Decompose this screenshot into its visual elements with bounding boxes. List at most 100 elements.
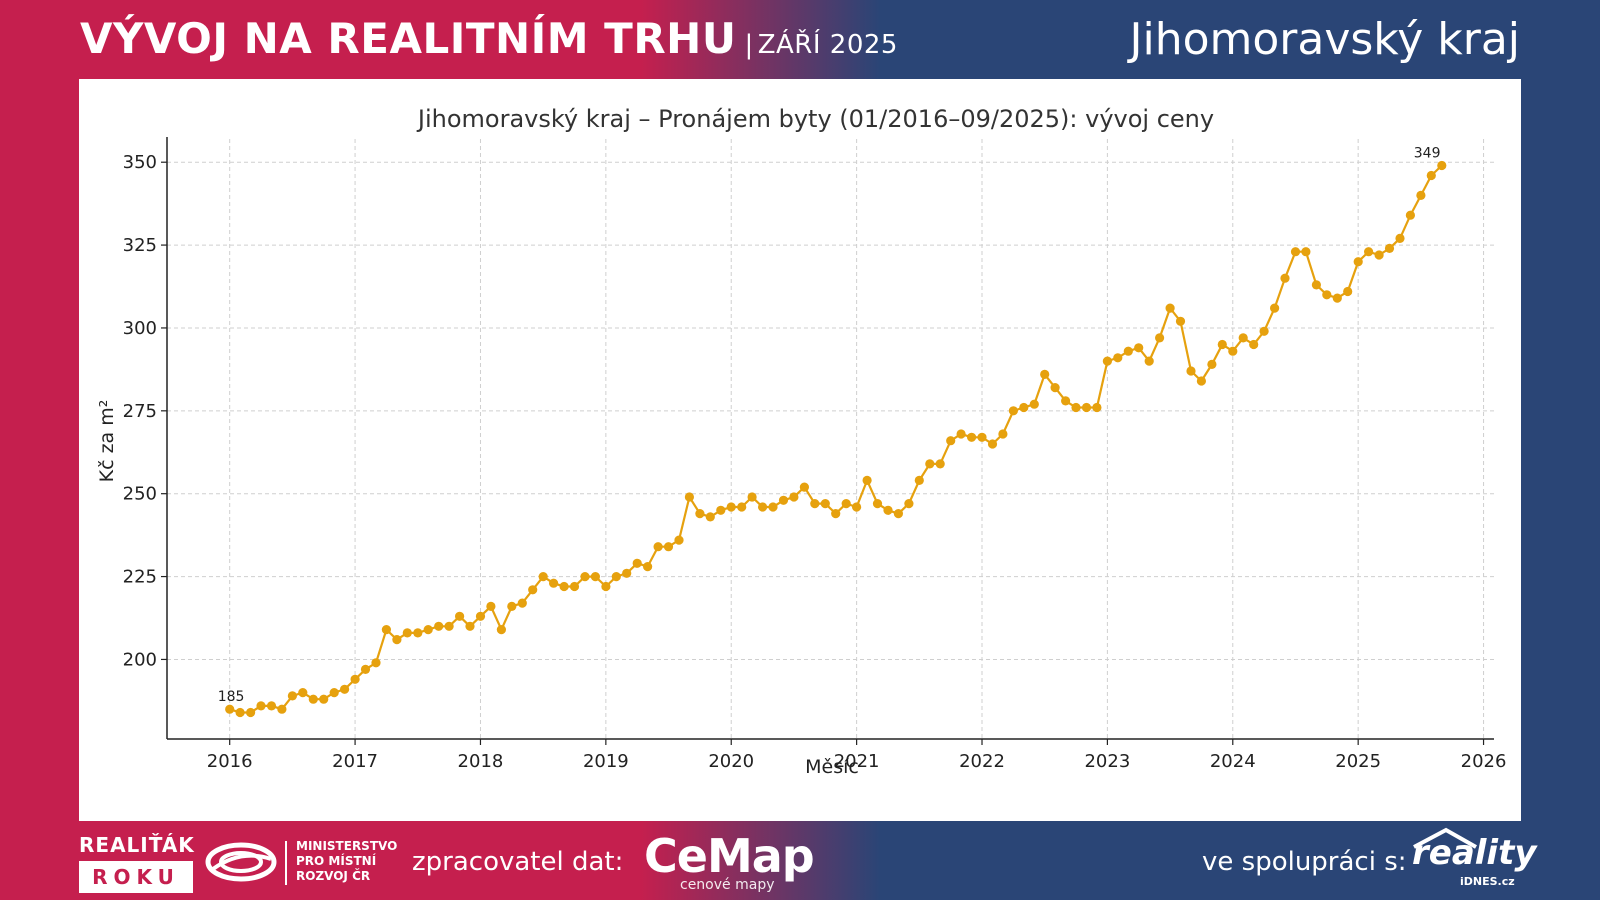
data-point [956,429,966,439]
header-separator: | [744,30,754,60]
chart-panel: 2016 2017 2018 2019 2020 2021 2022 2023 2024 2025… [79,79,1521,821]
y-tick-label: 300 [123,318,157,339]
data-point [1280,273,1290,283]
data-point [987,439,998,449]
data-point [914,475,924,485]
chart-axes: 2016 2017 2018 2019 2020 2021 2022 2023 2024 2025… [123,137,1507,772]
data-point [695,509,705,519]
data-point [820,499,830,509]
x-tick-label: 2026 [1461,751,1507,772]
x-tick-label: 2020 [708,751,754,772]
data-point [841,499,851,509]
mmr-logo-icon [205,839,277,889]
data-point [538,572,548,582]
data-point [559,581,569,592]
data-point [1437,160,1447,171]
x-tick-label: 2025 [1335,751,1381,772]
header-region: Jihomoravský kraj [1129,14,1521,65]
line-chart: 2016 2017 2018 2019 2020 2021 2022 2023 2024 2025… [96,105,1507,778]
data-point [475,611,486,621]
data-point [1019,402,1029,413]
data-point [1029,399,1039,409]
realitak-logo-top: REALIŤÁK [79,833,195,857]
data-point [1364,247,1374,257]
x-axis-label: Měsíc [805,756,859,778]
x-tick-label: 2016 [207,751,253,772]
data-point [653,542,663,552]
x-tick-label: 2019 [583,751,629,772]
data-point [1353,257,1363,267]
data-point [601,581,611,592]
data-point [225,704,235,714]
data-point [778,495,789,505]
data-point [1196,376,1206,386]
reality-logo-subtitle: iDNES.cz [1460,875,1515,888]
data-point [1416,190,1426,200]
data-point [716,505,726,515]
data-point [1311,280,1321,290]
chart-title: Jihomoravský kraj – Pronájem byty (01/20… [416,105,1214,133]
x-tick-label: 2018 [458,751,504,772]
data-point [329,688,339,698]
data-point [287,691,297,701]
x-tick-label: 2021 [834,751,880,772]
data-point [266,701,277,711]
data-point [528,585,538,595]
data-point [893,509,904,519]
data-point [444,621,454,631]
data-point [1343,286,1353,297]
data-point [1322,290,1332,300]
data-point [569,581,580,592]
data-point [1165,303,1175,313]
data-point [1405,210,1415,220]
mmr-logo-text: MINISTERSTVO PRO MÍSTNÍ ROZVOJ ČR [296,839,398,883]
data-point [402,628,412,638]
data-point [1374,250,1384,260]
data-point [1144,356,1154,366]
chart-plot-area: 185 349 [218,146,1447,718]
data-point [549,578,559,588]
x-tick-label: 2022 [959,751,1005,772]
data-label: 185 [218,689,245,705]
data-point [517,598,527,608]
data-point [831,509,841,519]
spoluprace-label: ve spolupráci s: [1202,847,1407,877]
x-tick-label: 2023 [1084,751,1130,772]
data-point [256,701,266,711]
data-point [935,459,945,469]
x-tick-label: 2024 [1210,751,1256,772]
data-point [904,499,914,509]
y-tick-label: 275 [123,401,157,422]
data-point [1228,346,1238,356]
header-title-text: VÝVOJ NA REALITNÍM TRHU [80,14,737,63]
data-point [1395,233,1405,243]
data-point [1008,406,1019,416]
data-point [235,707,245,718]
y-tick-label: 200 [123,649,157,670]
data-point [350,674,360,684]
data-point [946,436,956,446]
data-point [799,482,810,492]
data-point [1207,359,1217,369]
data-point [1134,343,1144,353]
data-point [872,499,883,509]
data-point [277,704,287,714]
data-point [1384,243,1395,253]
data-point [413,628,423,638]
header-date: ZÁŘÍ 2025 [757,30,898,60]
data-point [371,658,381,668]
y-tick-label: 225 [123,567,157,588]
data-point [423,625,433,635]
data-point [977,432,987,442]
data-point [319,694,329,704]
data-point [298,688,308,698]
data-point [632,558,642,568]
y-tick-label: 250 [123,484,157,505]
data-point [674,535,684,545]
series-line [229,164,1443,714]
cemap-logo-subtitle: cenové mapy [680,877,775,893]
data-point [360,664,371,675]
data-point [1113,353,1123,363]
mmr-divider [285,841,287,885]
data-point [1050,383,1060,393]
